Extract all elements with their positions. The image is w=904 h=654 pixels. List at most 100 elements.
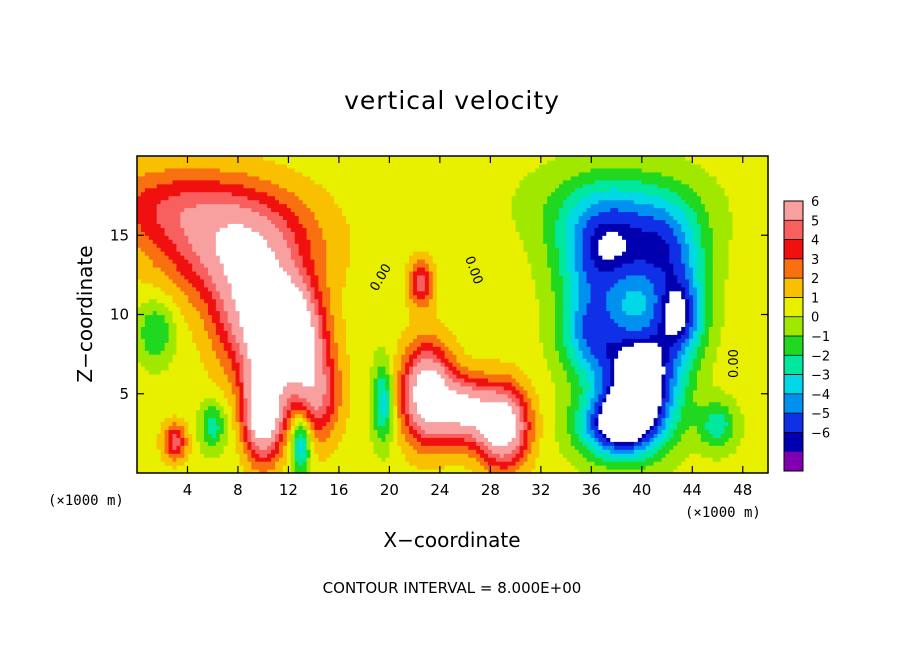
heatmap-cell <box>369 278 375 284</box>
heatmap-cell <box>353 251 359 256</box>
heatmap-cell <box>278 314 284 320</box>
heatmap-cell <box>326 405 331 411</box>
heatmap-cell <box>192 409 197 415</box>
heatmap-cell <box>247 362 252 367</box>
heatmap-cell <box>219 235 225 240</box>
heatmap-cell <box>255 358 260 363</box>
heatmap-cell <box>200 175 205 181</box>
heatmap-cell <box>294 302 300 308</box>
heatmap-cell <box>255 282 260 288</box>
heatmap-cell <box>215 255 221 260</box>
heatmap-cell <box>330 373 335 379</box>
heatmap-cell <box>255 393 260 399</box>
heatmap-cell <box>152 294 158 300</box>
heatmap-cell <box>357 211 363 217</box>
heatmap-cell <box>247 259 252 264</box>
heatmap-cell <box>255 314 260 320</box>
heatmap-cell <box>160 306 166 312</box>
heatmap-cell <box>271 373 276 379</box>
heatmap-cell <box>251 183 256 189</box>
heatmap-cell <box>282 274 288 280</box>
heatmap-cell <box>342 429 347 434</box>
heatmap-cell <box>326 239 331 244</box>
heatmap-cell <box>184 302 189 308</box>
heatmap-cell <box>326 322 331 327</box>
heatmap-cell <box>306 286 312 292</box>
heatmap-cell <box>361 314 367 320</box>
heatmap-cell <box>282 421 288 427</box>
heatmap-cell <box>168 429 174 434</box>
heatmap-cell <box>263 310 268 316</box>
heatmap-cell <box>330 326 335 331</box>
heatmap-cell <box>318 362 323 367</box>
heatmap-cell <box>207 389 213 395</box>
heatmap-cell <box>144 211 150 217</box>
heatmap-cell <box>314 195 320 201</box>
heatmap-cell <box>373 274 379 280</box>
heatmap-cell <box>263 433 268 438</box>
heatmap-cell <box>137 156 142 161</box>
heatmap-cell <box>243 449 249 454</box>
heatmap-cell <box>302 247 308 252</box>
heatmap-cell <box>184 179 189 185</box>
heatmap-cell <box>207 441 213 446</box>
heatmap-cell <box>200 171 205 177</box>
heatmap-cell <box>219 211 225 217</box>
heatmap-cell <box>144 350 150 355</box>
heatmap-cell <box>144 223 150 228</box>
heatmap-cell <box>251 429 256 434</box>
heatmap-cell <box>219 453 225 458</box>
heatmap-cell <box>219 469 225 473</box>
heatmap-cell <box>342 199 347 205</box>
heatmap-cell <box>310 350 316 355</box>
heatmap-cell <box>334 235 339 240</box>
heatmap-cell <box>334 171 339 177</box>
heatmap-cell <box>259 433 264 438</box>
heatmap-cell <box>200 227 205 232</box>
heatmap-cell <box>365 457 371 462</box>
heatmap-cell <box>176 227 181 232</box>
heatmap-cell <box>211 262 217 268</box>
chart-title: vertical velocity <box>344 86 560 115</box>
heatmap-cell <box>137 187 142 193</box>
heatmap-cell <box>294 259 300 264</box>
heatmap-cell <box>176 239 181 244</box>
heatmap-cell <box>373 294 379 300</box>
heatmap-cell <box>365 369 371 375</box>
heatmap-cell <box>373 278 379 284</box>
heatmap-cell <box>140 310 146 316</box>
heatmap-cell <box>290 469 296 473</box>
heatmap-cell <box>255 389 260 395</box>
heatmap-cell <box>200 262 205 268</box>
heatmap-cell <box>168 334 174 339</box>
heatmap-cell <box>227 326 233 331</box>
heatmap-cell <box>357 306 363 312</box>
heatmap-cell <box>192 334 197 339</box>
heatmap-cell <box>267 310 272 316</box>
heatmap-cell <box>160 167 166 173</box>
heatmap-cell <box>196 318 201 324</box>
heatmap-cell <box>267 405 272 411</box>
heatmap-cell <box>314 247 320 252</box>
heatmap-cell <box>278 255 284 260</box>
heatmap-cell <box>373 338 379 343</box>
heatmap-cell <box>231 282 237 288</box>
heatmap-cell <box>215 156 221 161</box>
heatmap-cell <box>192 215 197 220</box>
heatmap-cell <box>365 286 371 292</box>
heatmap-cell <box>267 199 272 205</box>
heatmap-cell <box>369 417 375 423</box>
heatmap-cell <box>148 262 154 268</box>
heatmap-cell <box>357 445 363 450</box>
heatmap-cell <box>251 175 256 181</box>
heatmap-cell <box>235 183 241 189</box>
heatmap-cell <box>263 350 268 355</box>
heatmap-cell <box>137 159 142 165</box>
heatmap-cell <box>243 302 249 308</box>
heatmap-cell <box>247 278 252 284</box>
heatmap-cell <box>184 461 189 466</box>
heatmap-cell <box>172 251 178 256</box>
heatmap-cell <box>294 282 300 288</box>
heatmap-cell <box>286 306 292 312</box>
heatmap-cell <box>282 433 288 438</box>
